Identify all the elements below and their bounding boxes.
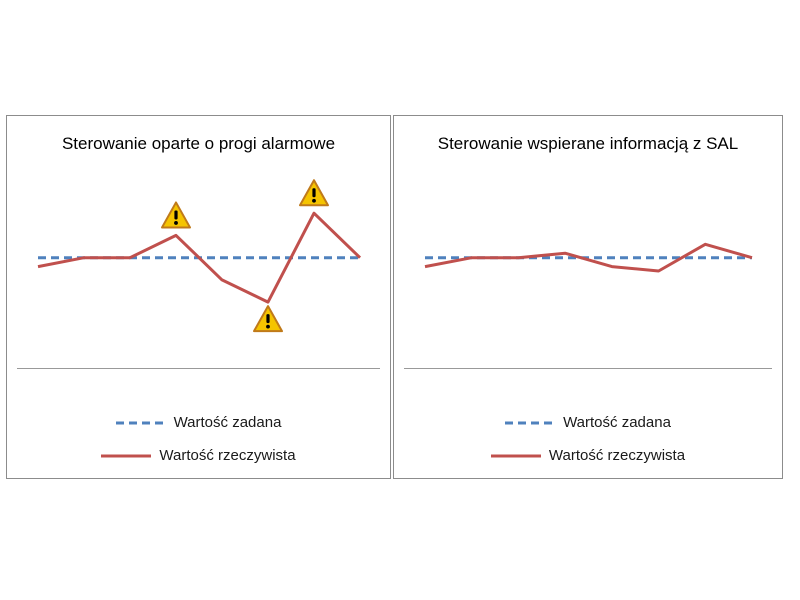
legend-label: Wartość zadana (563, 414, 671, 431)
x-axis-line (404, 368, 772, 369)
x-axis-line (17, 368, 380, 369)
series-line-actual (37, 211, 362, 304)
chart-panel-sal-support: Sterowanie wspierane informacją z SAL Wa… (393, 115, 783, 479)
legend-label: Wartość rzeczywista (159, 447, 296, 464)
warning-icon (253, 305, 283, 333)
chart-title: Sterowanie oparte o progi alarmowe (61, 134, 336, 153)
legend-item-actual: Wartość rzeczywista (394, 439, 782, 472)
warning-icon (161, 201, 191, 229)
legend-swatch-dashed (505, 421, 556, 424)
warning-icon (299, 179, 329, 207)
series-line-actual (424, 242, 753, 273)
legend-item-setpoint: Wartość zadana (394, 406, 782, 439)
legend: Wartość zadana Wartość rzeczywista (394, 406, 782, 472)
legend-item-actual: Wartość rzeczywista (7, 439, 390, 472)
chart-panel-alarm-thresholds: Sterowanie oparte o progi alarmowe Warto… (6, 115, 391, 479)
legend-swatch-solid (490, 454, 541, 457)
legend-label: Wartość zadana (173, 414, 282, 431)
legend-item-setpoint: Wartość zadana (7, 406, 390, 439)
plot-area (37, 179, 362, 333)
plot-area (424, 242, 753, 273)
legend-swatch-solid (101, 454, 152, 457)
legend: Wartość zadana Wartość rzeczywista (7, 406, 390, 472)
legend-swatch-dashed (115, 421, 166, 424)
legend-label: Wartość rzeczywista (548, 447, 686, 464)
chart-title: Sterowanie wspierane informacją z SAL (437, 134, 739, 153)
